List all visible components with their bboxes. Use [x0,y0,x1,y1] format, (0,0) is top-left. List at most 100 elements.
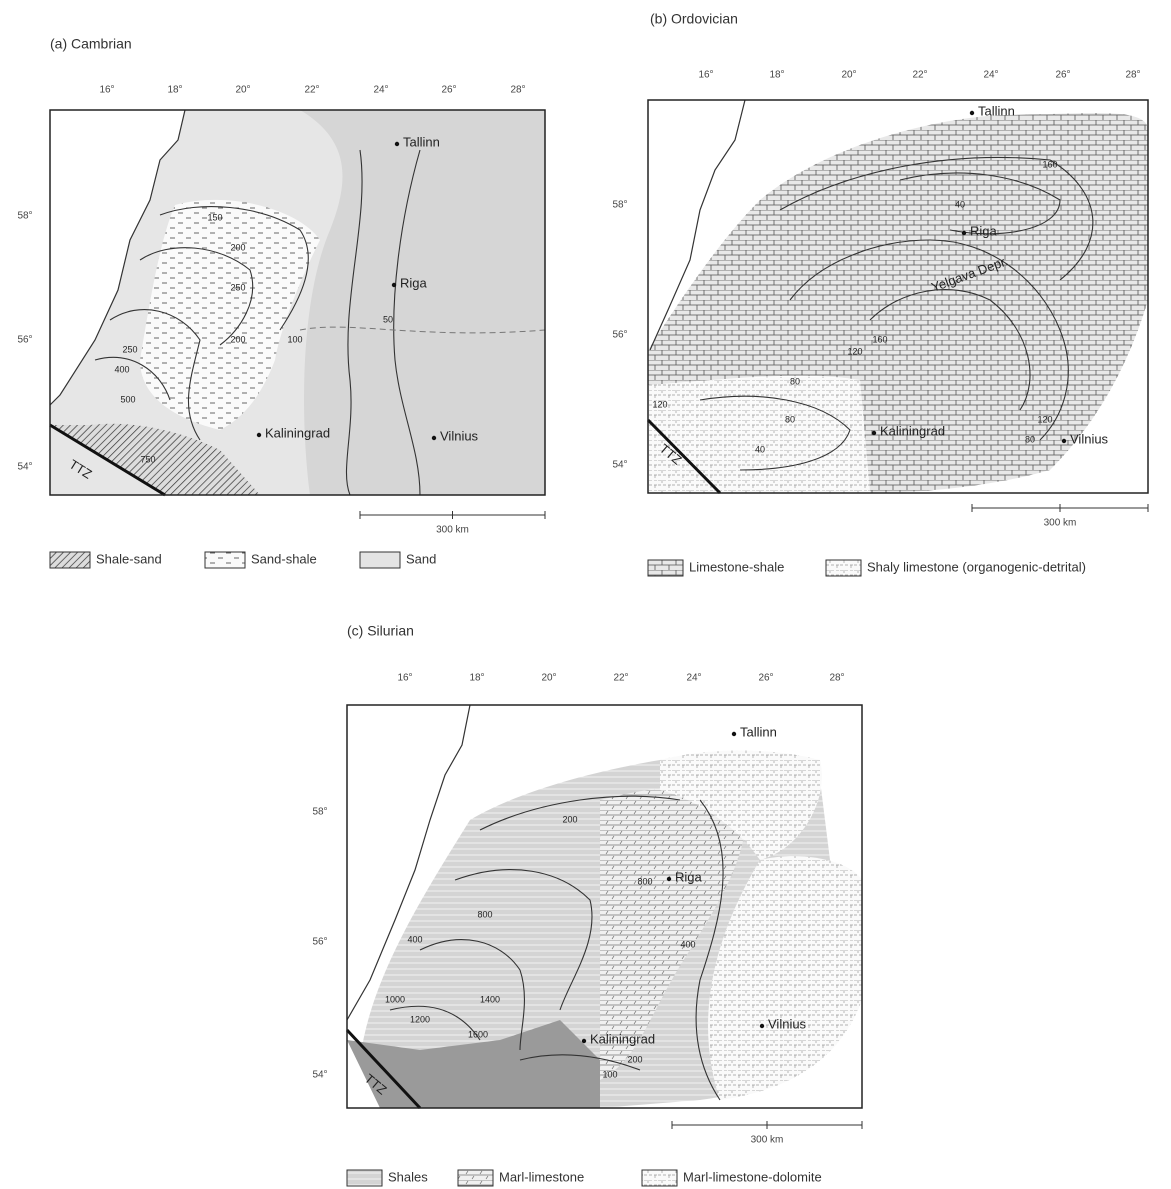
longitude-label: 24° [983,70,998,81]
longitude-label: 28° [1125,70,1140,81]
contour-label: 120 [652,399,667,409]
scale-label: 300 km [751,1135,784,1146]
legend-label: Shale-sand [96,551,162,566]
panel-title: (c) Silurian [347,623,414,639]
contour-label: 50 [383,314,393,324]
figure: (a) Cambrian 16° 18° 20° 22° 24° 26° 28° 58° 56° 5… [0,0,1171,1189]
contour-label: 100 [287,334,302,344]
city-marker [432,436,436,440]
city-label: Tallinn [740,724,777,739]
contour-label: 200 [627,1054,642,1064]
latitude-label: 58° [17,211,32,222]
contour-label: 250 [122,344,137,354]
contour-label: 120 [847,346,862,356]
latitude-label: 54° [612,460,627,471]
longitude-label: 26° [441,85,456,96]
city-marker [582,1039,586,1043]
longitude-label: 28° [829,673,844,684]
contour-label: 200 [562,814,577,824]
city-marker [257,433,261,437]
map-c [347,705,862,1108]
latitude-label: 56° [612,330,627,341]
legend-label: Sand-shale [251,551,317,566]
latitude-label: 54° [17,462,32,473]
latitude-label: 58° [612,200,627,211]
contour-label: 800 [477,909,492,919]
contour-label: 40 [755,444,765,454]
contour-label: 400 [680,939,695,949]
latitude-label: 56° [17,335,32,346]
contour-label: 40 [955,199,965,209]
scale-label: 300 km [1044,518,1077,529]
legend-swatch [642,1170,677,1186]
longitude-label: 20° [235,85,250,96]
contour-label: 150 [207,212,222,222]
longitude-label: 18° [769,70,784,81]
legend-swatch [826,560,861,576]
longitude-label: 18° [469,673,484,684]
contour-label: 1200 [410,1014,430,1024]
city-marker [1062,439,1066,443]
contour-label: 1000 [385,994,405,1004]
legend-swatch [360,552,400,568]
contour-label: 200 [230,242,245,252]
longitude-label: 26° [1055,70,1070,81]
longitude-label: 24° [373,85,388,96]
longitude-label: 16° [99,85,114,96]
legend-label: Sand [406,551,436,566]
city-marker [970,111,974,115]
city-marker [395,142,399,146]
contour-label: 160 [872,334,887,344]
contour-label: 750 [140,454,155,464]
city-label: Riga [675,869,703,884]
city-marker [760,1024,764,1028]
longitude-label: 22° [613,673,628,684]
legend-label: Shaly limestone (organogenic-detrital) [867,559,1086,574]
legend-label: Limestone-shale [689,559,784,574]
longitude-label: 28° [510,85,525,96]
contour-label: 400 [114,364,129,374]
legend-swatch [648,560,683,576]
contour-label: 120 [1037,414,1052,424]
longitude-label: 16° [698,70,713,81]
contour-label: 1600 [468,1029,488,1039]
longitude-label: 20° [541,673,556,684]
contour-label: 100 [602,1069,617,1079]
contour-label: 250 [230,282,245,292]
city-marker [962,231,966,235]
legend-label: Marl-limestone-dolomite [683,1169,822,1184]
contour-label: 80 [785,414,795,424]
city-label: Vilnius [768,1016,807,1031]
city-label: Kaliningrad [880,423,945,438]
longitude-label: 22° [912,70,927,81]
city-label: Tallinn [403,134,440,149]
latitude-label: 54° [312,1070,327,1081]
longitude-label: 24° [686,673,701,684]
contour-label: 160 [1042,159,1057,169]
city-label: Kaliningrad [590,1031,655,1046]
longitude-label: 16° [397,673,412,684]
contour-label: 80 [790,376,800,386]
panel-title: (a) Cambrian [50,36,132,52]
city-label: Tallinn [978,103,1015,118]
city-marker [392,283,396,287]
city-marker [872,431,876,435]
contour-label: 400 [407,934,422,944]
latitude-label: 56° [312,937,327,948]
legend-label: Shales [388,1169,428,1184]
legend-swatch [458,1170,493,1186]
contour-label: 1400 [480,994,500,1004]
contour-label: 500 [120,394,135,404]
latitude-label: 58° [312,807,327,818]
panel-title: (b) Ordovician [650,11,738,27]
longitude-label: 20° [841,70,856,81]
legend-swatch [50,552,90,568]
contour-label: 80 [1025,434,1035,444]
legend-swatch [205,552,245,568]
city-label: Vilnius [440,428,479,443]
scale-label: 300 km [436,525,469,536]
city-marker [667,877,671,881]
city-label: Kaliningrad [265,425,330,440]
longitude-label: 26° [758,673,773,684]
longitude-label: 22° [304,85,319,96]
